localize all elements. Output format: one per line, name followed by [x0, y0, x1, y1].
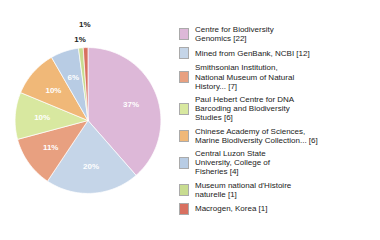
svg-text:1%: 1%	[79, 20, 91, 29]
svg-text:11%: 11%	[43, 143, 59, 152]
svg-text:10%: 10%	[45, 86, 61, 95]
svg-text:20%: 20%	[83, 162, 99, 171]
html-text:Macrogen, Korea [1]: Macrogen, Korea [1]	[195, 204, 268, 214]
svg-text:6%: 6%	[67, 73, 79, 82]
svg-text:10%: 10%	[34, 113, 50, 122]
html-text:Paul Hebert Centre for DNA Bar: Paul Hebert Centre for DNA Barcoding and…	[195, 95, 295, 123]
svg-text:37%: 37%	[123, 100, 139, 109]
html-text:Centre for Biodiversity Genomi: Centre for Biodiversity Genomics [22]	[195, 25, 274, 44]
svg-text:1%: 1%	[74, 35, 86, 44]
html-text:Central Luzon State University: Central Luzon State University, College …	[195, 149, 270, 177]
html-text:Mined from GenBank, NCBI [12]: Mined from GenBank, NCBI [12]	[195, 48, 310, 58]
html-text:Museum national d'Histoire nat: Museum national d'Histoire naturelle [1]	[195, 180, 292, 199]
html-text:Smithsonian Institution, Natio: Smithsonian Institution, National Museum…	[195, 63, 295, 91]
html-text:Chinese Academy of Sciences, M: Chinese Academy of Sciences, Marine Biod…	[195, 126, 318, 145]
